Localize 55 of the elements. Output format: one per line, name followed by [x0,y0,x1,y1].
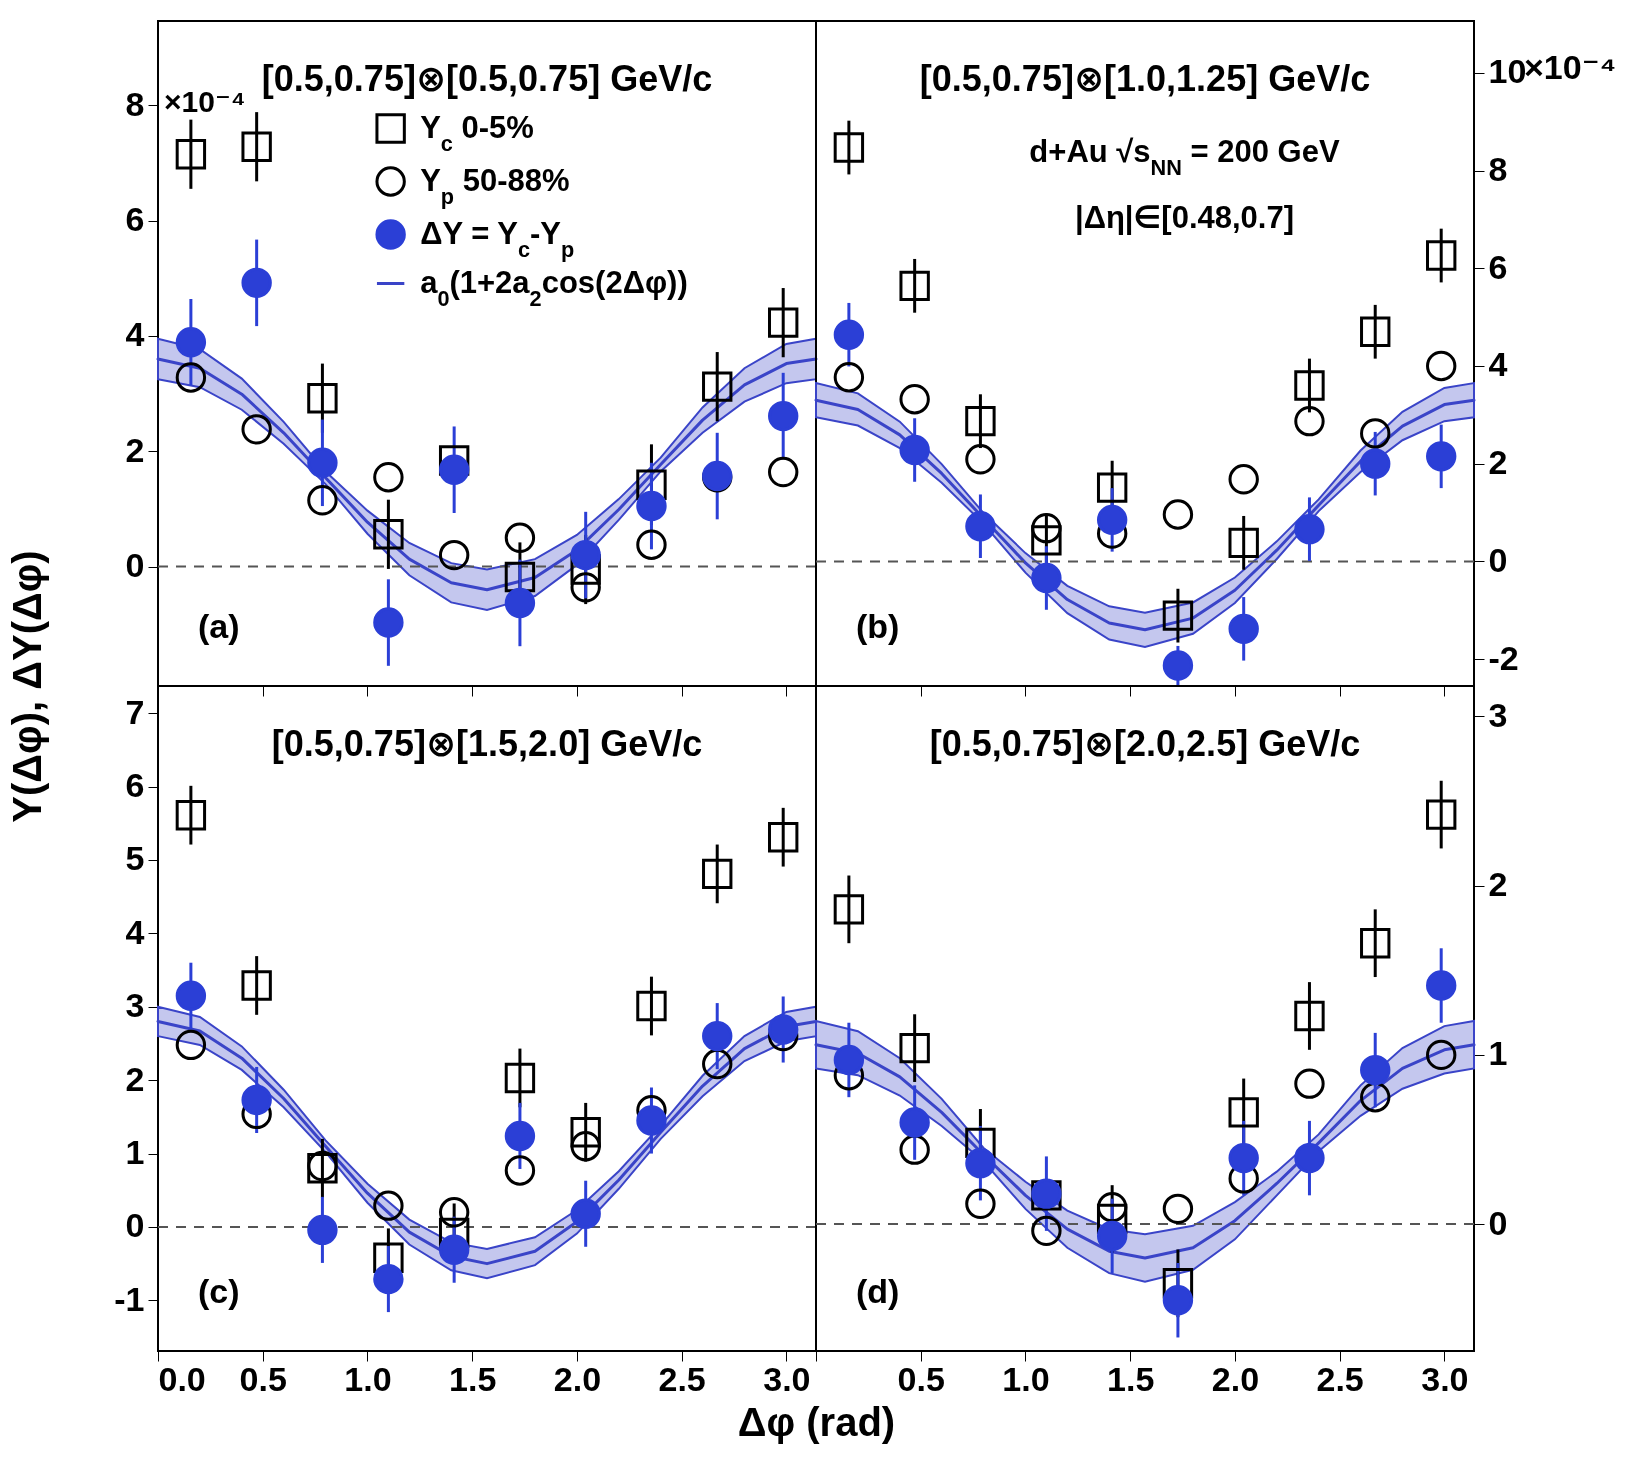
y2-tick-label: -2 [1488,638,1519,677]
annotation: ×10⁻⁴ [164,85,246,118]
y-tick-label: 1 [125,1133,145,1172]
legend-label: Y$_{c}$ 0-5% [420,109,534,155]
text: ×10⁻⁴ [1524,48,1617,86]
x-tick-label: 2.5 [1316,1359,1364,1398]
y2-tick-label: 2 [1488,865,1508,904]
x-tick-label: 0.5 [897,1359,945,1398]
y2-tick-label: 4 [1488,345,1508,384]
y-tick-label: 5 [125,839,145,878]
y-tick-label: 7 [125,692,145,731]
y-tick-label: 2 [125,430,145,469]
x-tick-label: 2.0 [553,1359,602,1398]
x-tick-label: 1.0 [344,1359,392,1398]
text: [0.5,0.75]⊗[0.5,0.75] GeV/c [261,58,713,99]
x-tick-label: 0.5 [239,1359,287,1398]
y2-tick-label: 6 [1488,247,1508,286]
y-tick-label: 2 [125,1059,145,1098]
annotation: (d) [856,1272,900,1310]
x-axis-title: Δφ (rad) [737,1399,896,1444]
x-tick-label: 1.0 [1002,1359,1050,1398]
text: [0.5,0.75]⊗[1.5,2.0] GeV/c [271,723,703,764]
y-tick-label: 4 [125,315,145,354]
annotation: |Δη|∈[0.48,0.7] [1074,200,1294,235]
x-tick-label: 0.0 [158,1359,206,1398]
x-tick-label: 1.5 [1107,1359,1155,1398]
x-tick-label: 2.5 [658,1359,706,1398]
legend-label: a$_{0}$(1+2a$_{2}$cos(2Δφ)) [420,264,688,310]
legend-label: Y$_{p}$ 50-88% [420,162,570,208]
annotation: (b) [856,607,900,645]
text: [0.5,0.75]⊗[2.0,2.5] GeV/c [929,723,1361,764]
x-tick-label: 3.0 [1421,1359,1469,1398]
x-tick-label: 3.0 [763,1359,811,1398]
y2-tick-label: 1 [1488,1034,1508,1073]
y-tick-label: 6 [125,200,145,239]
y2-tick-label: 3 [1488,695,1508,734]
y2-tick-label: 0 [1488,540,1508,579]
annotation: (c) [198,1272,240,1310]
y-tick-label: 6 [125,766,145,805]
legend-label: ΔY = Y$_{c}$-Y$_{p}$ [420,215,575,261]
y-tick-label: 0 [125,1206,145,1245]
x-tick-label: 1.5 [449,1359,497,1398]
y-tick-label: 8 [125,84,145,123]
y-axis-title: Y(Δφ), ΔY(Δφ) [4,550,49,823]
y2-tick-label: 8 [1488,150,1508,189]
text: [0.5,0.75]⊗[1.0,1.25] GeV/c [919,58,1371,99]
y2-tick-label: 2 [1488,443,1508,482]
y-tick-label: 0 [125,546,145,585]
annotation: d+Au √s$_{NN}$ = 200 GeV [1029,134,1340,180]
annotation: (a) [198,607,240,645]
x-tick-label: 2.0 [1211,1359,1260,1398]
y-tick-label: -1 [114,1279,145,1318]
y-tick-label: 3 [125,986,145,1025]
y2-tick-label: 0 [1488,1203,1508,1242]
y-tick-label: 4 [125,912,145,951]
